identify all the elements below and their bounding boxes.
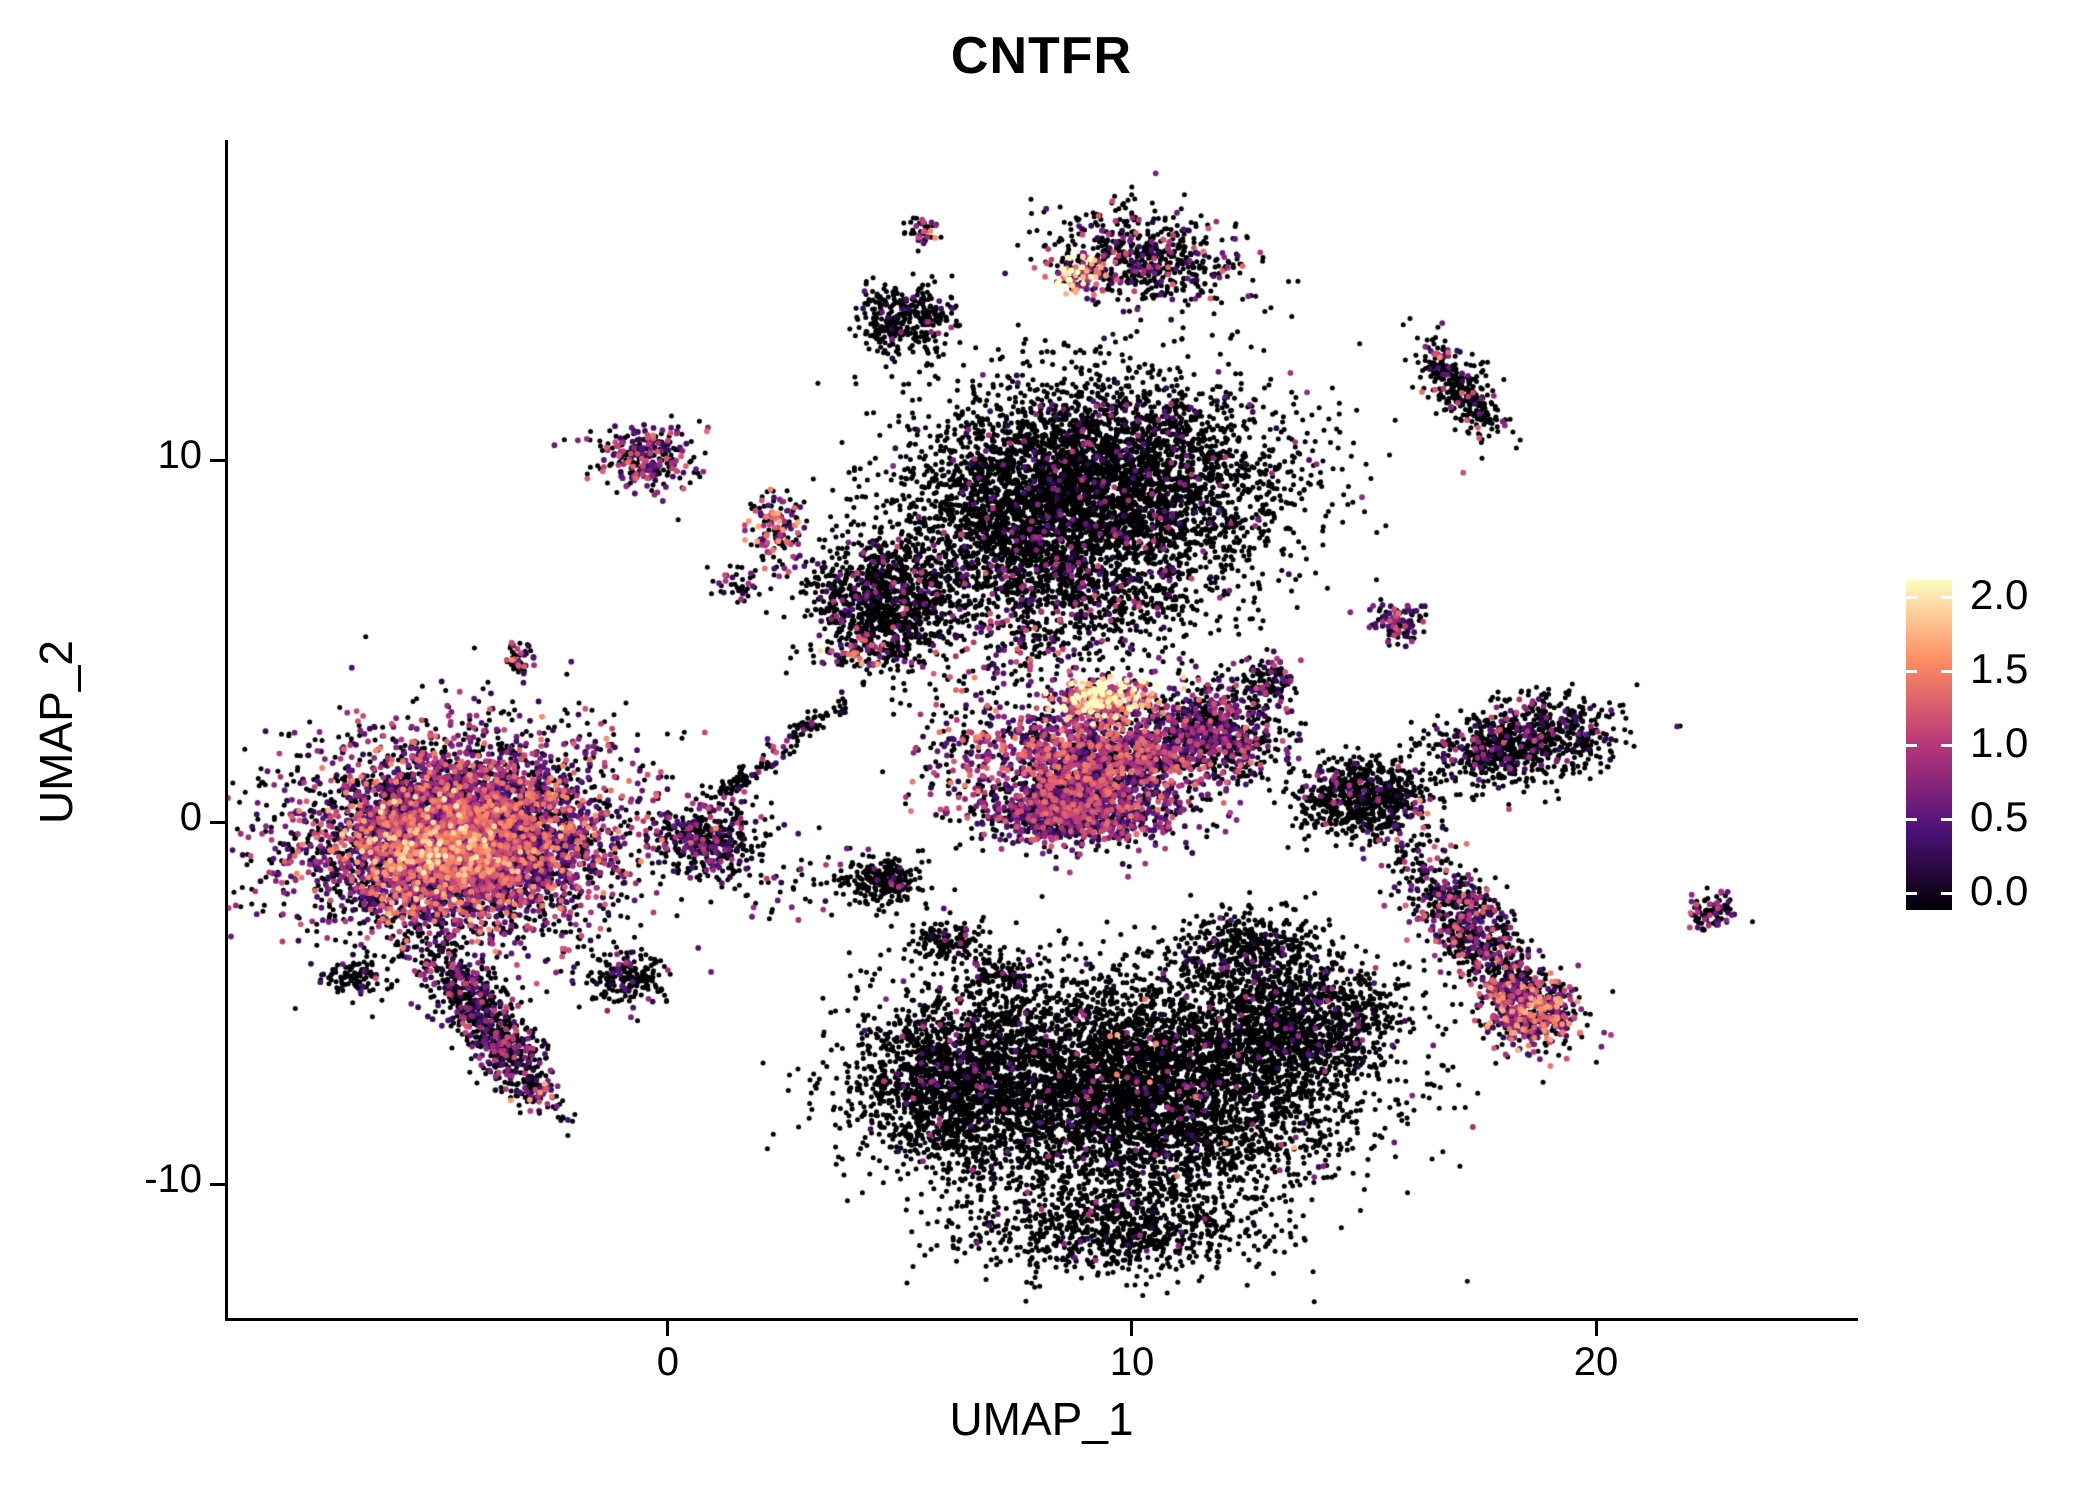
colorbar-tick	[1906, 891, 1917, 895]
y-axis-tick-label: -10	[144, 1157, 202, 1202]
x-axis-tick	[666, 1321, 670, 1336]
x-axis-line	[225, 1318, 1858, 1321]
y-axis-tick	[210, 1182, 225, 1186]
y-axis-tick-label: 0	[179, 795, 202, 840]
y-axis-tick-label: 10	[157, 433, 203, 478]
x-axis-tick	[1594, 1321, 1598, 1336]
y-axis-line	[225, 140, 228, 1321]
colorbar-tick	[1941, 891, 1952, 895]
colorbar-tick-label: 0.5	[1970, 793, 2029, 840]
y-axis-tick	[210, 820, 225, 824]
x-axis-tick-label: 20	[1573, 1340, 1619, 1384]
chart-title: CNTFR	[950, 27, 1133, 85]
colorbar-tick-label: 0.0	[1970, 867, 2029, 914]
colorbar-tick-label: 1.5	[1970, 645, 2029, 692]
colorbar-tick	[1906, 817, 1917, 821]
colorbar-tick-label: 2.0	[1970, 571, 2029, 618]
x-axis-tick-label: 10	[1109, 1340, 1155, 1384]
colorbar-tick	[1906, 595, 1917, 599]
colorbar-tick	[1906, 669, 1917, 673]
x-axis-tick-label: 0	[656, 1340, 680, 1384]
y-axis-tick	[210, 458, 225, 462]
colorbar-tick	[1941, 743, 1952, 747]
colorbar-tick-label: 1.0	[1970, 719, 2029, 766]
x-axis-tick	[1130, 1321, 1134, 1336]
colorbar-tick	[1941, 595, 1952, 599]
y-axis-title: UMAP_2	[30, 639, 82, 825]
colorbar-tick	[1941, 669, 1952, 673]
colorbar-tick	[1906, 743, 1917, 747]
x-axis-title: UMAP_1	[949, 1393, 1134, 1445]
scatter-canvas	[228, 140, 1855, 1318]
colorbar-tick	[1941, 817, 1952, 821]
